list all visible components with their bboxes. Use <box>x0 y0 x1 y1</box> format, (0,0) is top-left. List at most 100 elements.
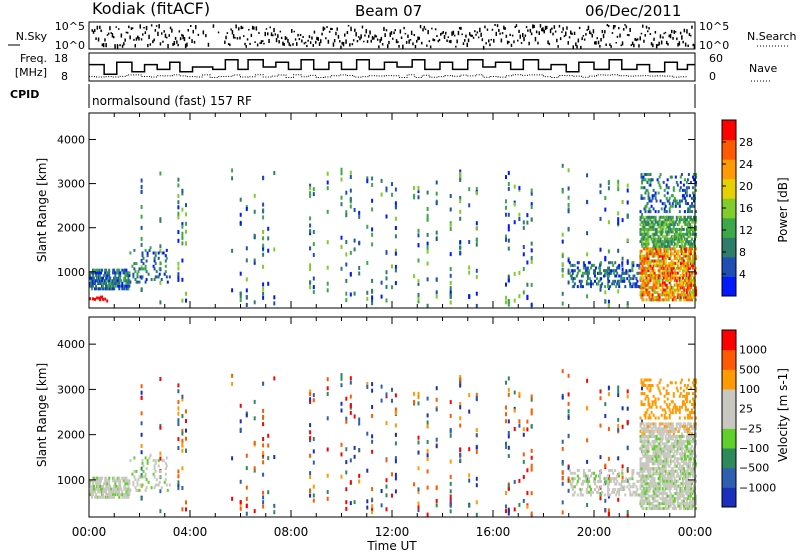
power-cell <box>677 215 680 219</box>
power-cell <box>677 266 680 270</box>
power-cell <box>670 242 673 246</box>
power-cell <box>689 261 692 265</box>
power-cell <box>599 247 602 252</box>
power-cell <box>475 242 478 247</box>
power-cell <box>689 218 692 222</box>
power-cell <box>680 225 683 229</box>
power-cell <box>530 248 533 253</box>
power-cell <box>607 277 610 281</box>
velocity-cell <box>657 437 660 441</box>
power-cell <box>649 286 652 290</box>
power-cell <box>567 258 570 263</box>
nsky-mark <box>152 40 154 44</box>
velocity-cell <box>366 499 369 504</box>
power-cell <box>95 287 98 291</box>
velocity-cell <box>651 494 654 498</box>
velocity-cell <box>687 449 690 453</box>
power-cell <box>475 226 478 231</box>
velocity-cell <box>647 427 650 431</box>
power-cell <box>655 227 658 231</box>
velocity-cell <box>668 489 671 493</box>
velocity-cell <box>674 444 677 448</box>
power-cell <box>672 274 675 277</box>
nsky-mark <box>354 28 356 32</box>
velocity-cell <box>676 472 679 476</box>
velocity-cell <box>610 479 613 483</box>
power-cell <box>601 282 604 286</box>
velocity-cell <box>177 469 180 474</box>
power-cell <box>692 196 694 200</box>
power-cell <box>518 212 521 217</box>
velocity-cell <box>672 474 675 478</box>
velocity-cell <box>391 387 393 392</box>
nsky-mark <box>107 32 110 35</box>
velocity-cell <box>626 513 629 518</box>
velocity-cell <box>693 502 695 506</box>
velocity-cell <box>507 434 510 439</box>
velocity-cell <box>518 478 521 483</box>
power-cell <box>628 279 631 283</box>
power-cell <box>685 276 688 280</box>
velocity-cell <box>689 487 692 491</box>
velocity-cell <box>678 411 681 415</box>
velocity-cell <box>326 490 329 494</box>
velocity-cell <box>656 452 659 456</box>
velocity-cell <box>621 475 624 480</box>
power-cell <box>673 223 676 227</box>
nsky-mark <box>602 33 605 39</box>
velocity-cell <box>685 487 688 491</box>
power-cell <box>691 202 693 206</box>
velocity-cell <box>594 477 596 481</box>
power-cell <box>693 259 695 263</box>
velocity-cell <box>686 482 689 486</box>
nsky-mark <box>351 43 354 46</box>
power-cell <box>114 279 117 283</box>
velocity-cell <box>140 411 143 416</box>
velocity-cell <box>358 473 361 478</box>
nsky-mark <box>643 39 645 43</box>
nsky-mark <box>387 44 389 49</box>
nsky-mark <box>592 29 595 34</box>
power-cell <box>134 278 137 281</box>
velocity-cell <box>385 458 388 463</box>
power-colorbar-swatch <box>722 139 736 160</box>
velocity-cell <box>106 484 109 488</box>
velocity-cell <box>567 409 570 414</box>
velocity-cell <box>679 482 682 486</box>
velocity-cell <box>604 463 607 468</box>
nsky-mark <box>467 38 470 43</box>
velocity-cell <box>657 484 660 488</box>
velocity-cell <box>685 392 688 396</box>
power-cell <box>309 280 312 285</box>
power-cell <box>380 280 383 285</box>
velocity-cell <box>682 504 685 508</box>
power-cell <box>640 266 643 270</box>
power-cell <box>617 183 620 188</box>
power-cell <box>644 247 647 251</box>
velocity-cell <box>693 467 695 471</box>
velocity-cell <box>349 376 352 381</box>
nsky-mark <box>494 24 496 26</box>
power-cell <box>648 196 651 200</box>
nsky-mark <box>342 42 345 47</box>
power-cell <box>561 291 564 296</box>
velocity-cell <box>586 459 589 464</box>
power-cell <box>667 242 670 246</box>
power-cell <box>468 270 471 275</box>
velocity-cell <box>695 424 697 428</box>
power-cell <box>105 279 108 283</box>
power-cell <box>662 215 665 219</box>
velocity-cell <box>689 447 692 451</box>
power-cell <box>358 271 361 276</box>
power-cell <box>518 217 521 221</box>
power-cell <box>136 280 139 284</box>
velocity-cell <box>417 505 420 510</box>
velocity-cell <box>114 493 117 496</box>
power-cell <box>262 176 265 181</box>
velocity-cell <box>522 452 525 457</box>
nsky-mark <box>231 30 234 35</box>
velocity-cell <box>685 474 688 478</box>
nsky-mark <box>328 30 331 33</box>
power-cell <box>659 227 662 231</box>
power-cell <box>600 261 603 265</box>
